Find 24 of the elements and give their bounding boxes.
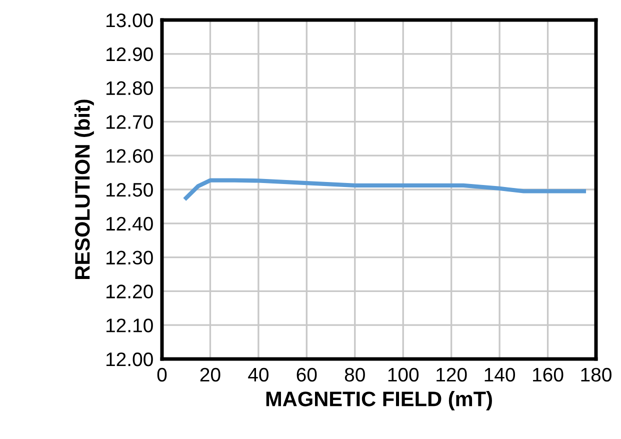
x-tick-label: 80 [344,368,365,382]
y-axis-title: RESOLUTION (bit) [74,100,94,279]
y-tick-label: 12.70 [106,115,153,129]
line-series [184,178,586,200]
x-tick-label: 180 [581,368,612,382]
y-tick-label: 13.00 [106,13,153,28]
y-tick-label: 12.30 [106,250,153,265]
x-axis-title: MAGNETIC FIELD (mT) [266,391,492,410]
y-tick-label: 12.20 [106,284,153,298]
x-tick-label: 60 [296,368,317,382]
y-tick-label: 12.90 [106,47,153,62]
y-tick-label: 12.80 [106,81,153,96]
x-tick-label: 40 [248,368,268,382]
x-tick-label: 0 [157,368,167,382]
x-tick-label: 100 [388,368,419,382]
x-tick-label: 160 [533,368,564,382]
x-tick-label: 140 [484,368,516,382]
x-tick-label: 20 [200,368,220,382]
y-tick-label: 12.40 [106,216,153,231]
x-tick-label: 120 [436,368,467,382]
y-tick-label: 12.10 [106,318,153,332]
y-tick-label: 12.50 [106,182,153,197]
y-tick-label: 12.60 [106,149,153,163]
y-tick-label: 12.00 [106,352,153,366]
